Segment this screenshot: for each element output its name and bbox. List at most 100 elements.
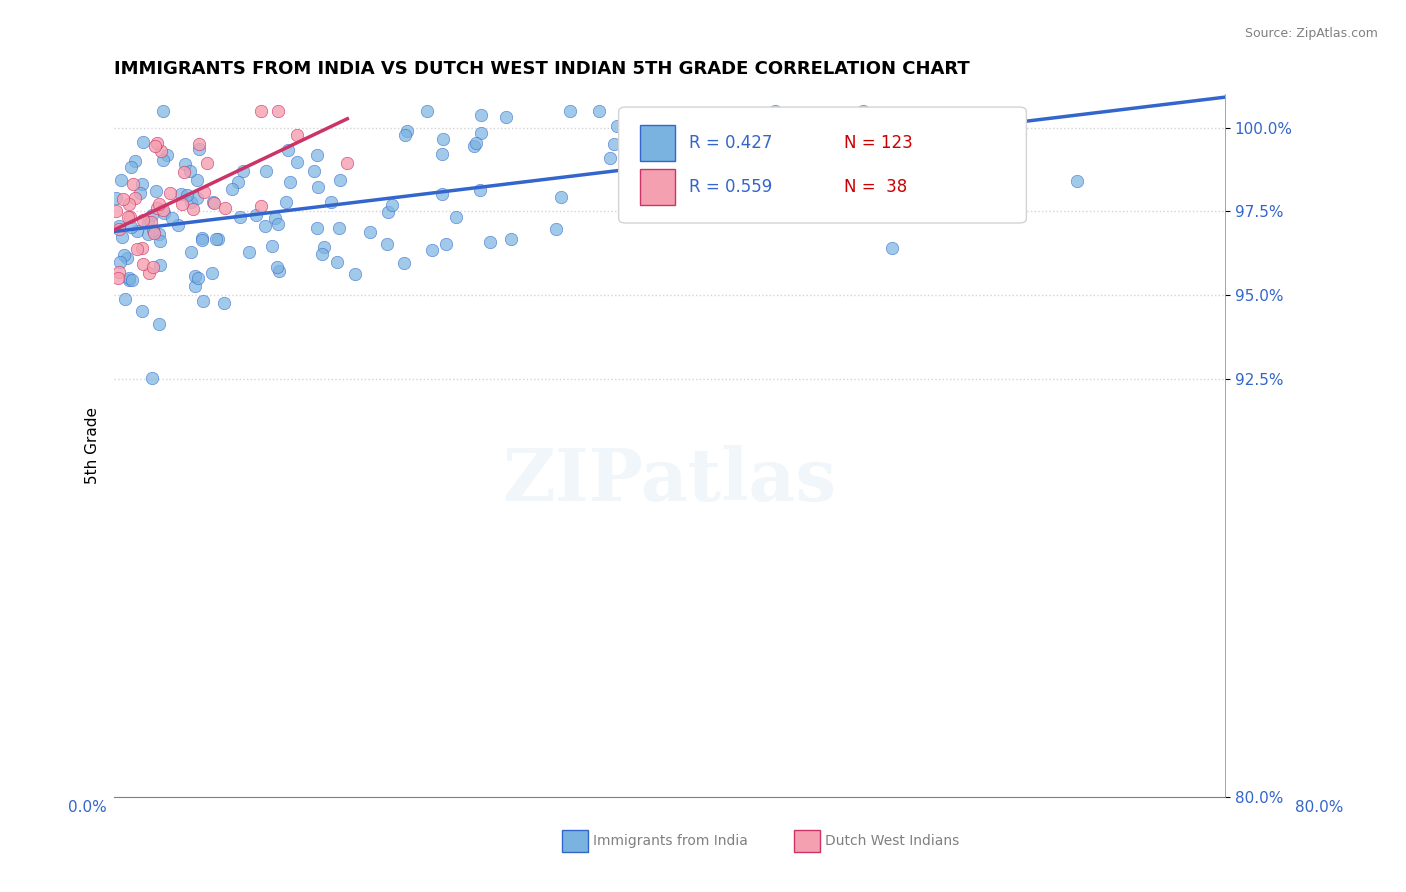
Text: 0.0%: 0.0% — [67, 800, 107, 814]
Point — [229, 210, 252, 224]
Point — [118, 197, 141, 211]
Point — [104, 203, 127, 218]
Point — [190, 233, 212, 247]
Point — [326, 255, 349, 269]
Point — [599, 151, 621, 165]
Point — [148, 196, 170, 211]
Point — [1066, 174, 1088, 188]
Point — [124, 154, 146, 169]
Point — [148, 317, 170, 331]
Point — [159, 186, 181, 200]
Point — [188, 137, 211, 152]
Point — [249, 199, 271, 213]
Point — [344, 267, 367, 281]
Point — [152, 153, 174, 167]
Point — [201, 266, 224, 280]
Point — [127, 242, 149, 256]
Point — [128, 186, 150, 200]
Point — [193, 186, 215, 200]
Point — [131, 177, 153, 191]
Point — [631, 125, 654, 139]
Point — [606, 120, 628, 134]
Text: Immigrants from India: Immigrants from India — [593, 834, 748, 848]
Point — [138, 267, 160, 281]
Point — [305, 148, 328, 162]
Point — [302, 164, 325, 178]
Point — [336, 155, 359, 169]
Point — [114, 293, 136, 307]
Point — [558, 104, 581, 119]
Point — [603, 136, 626, 151]
Point — [108, 219, 131, 233]
Point — [263, 211, 285, 225]
Point — [120, 210, 142, 224]
Point — [276, 195, 298, 210]
Point — [167, 218, 190, 232]
Point — [420, 243, 443, 257]
Point — [207, 232, 229, 246]
Point — [179, 164, 201, 178]
Point — [307, 180, 329, 194]
Point — [381, 197, 404, 211]
Point — [267, 104, 290, 119]
Point — [470, 126, 492, 140]
Point — [118, 271, 141, 285]
Point — [136, 227, 159, 241]
Text: 80.0%: 80.0% — [1295, 800, 1343, 814]
Point — [232, 164, 254, 178]
Point — [499, 232, 522, 246]
Point — [266, 260, 288, 274]
Point — [202, 196, 225, 211]
Point — [434, 236, 457, 251]
Point — [311, 247, 333, 261]
Point — [725, 170, 748, 185]
Point — [468, 183, 491, 197]
Point — [107, 270, 129, 285]
Point — [132, 135, 155, 149]
Point — [190, 231, 212, 245]
Point — [394, 128, 416, 143]
Point — [359, 225, 381, 239]
Point — [186, 191, 208, 205]
Point — [195, 156, 218, 170]
Point — [145, 136, 167, 150]
Point — [170, 187, 193, 202]
Text: Source: ZipAtlas.com: Source: ZipAtlas.com — [1244, 27, 1378, 40]
Point — [142, 260, 165, 274]
Point — [319, 195, 342, 210]
Point — [314, 240, 336, 254]
Point — [879, 153, 901, 167]
Point — [245, 208, 267, 222]
Point — [269, 264, 291, 278]
Point — [470, 108, 492, 122]
Point — [305, 221, 328, 235]
Point — [669, 130, 692, 145]
Point — [193, 294, 215, 309]
Point — [173, 164, 195, 178]
Point — [141, 371, 163, 385]
Point — [214, 201, 236, 215]
Point — [212, 295, 235, 310]
Point — [118, 273, 141, 287]
Point — [278, 175, 301, 189]
Point — [763, 104, 786, 119]
Point — [120, 219, 142, 234]
Point — [392, 255, 415, 269]
Point — [145, 138, 167, 153]
Point — [124, 191, 146, 205]
Point — [145, 184, 167, 198]
Point — [478, 235, 501, 249]
Point — [250, 104, 273, 119]
Point — [464, 136, 486, 150]
Point — [122, 177, 145, 191]
Point — [188, 142, 211, 156]
Point — [142, 226, 165, 240]
Point — [132, 257, 155, 271]
Point — [125, 224, 148, 238]
Point — [226, 175, 249, 189]
Text: N =  38: N = 38 — [844, 178, 907, 196]
Point — [328, 221, 350, 235]
Point — [444, 211, 467, 225]
Point — [550, 189, 572, 203]
Point — [285, 128, 308, 142]
